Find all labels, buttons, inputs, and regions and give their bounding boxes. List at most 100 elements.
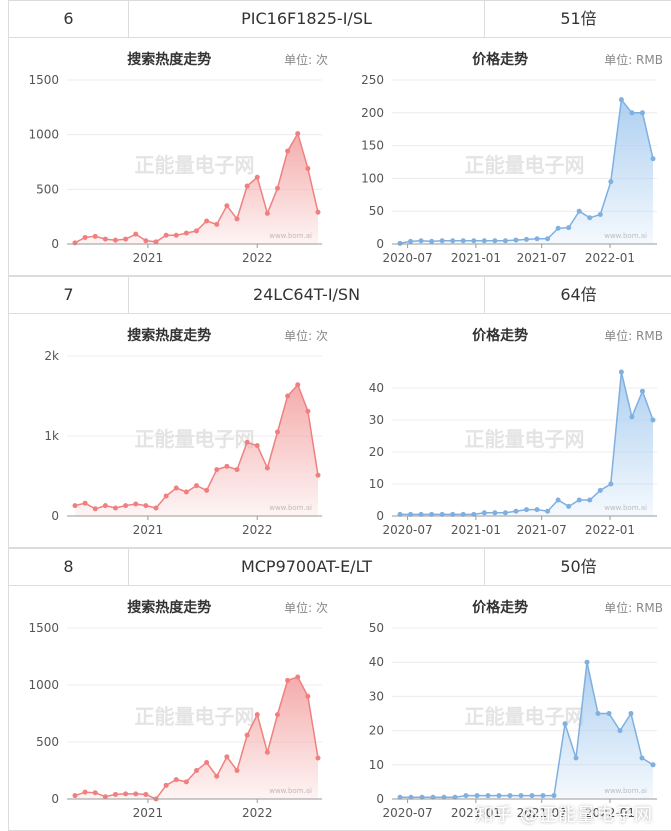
data-point [133,501,139,507]
row-index: 8 [9,549,129,585]
y-tick-label: 40 [369,655,384,669]
data-point [471,238,477,244]
data-point [545,236,551,242]
data-point [513,237,519,243]
data-point [518,793,524,799]
data-point [639,110,645,116]
watermark-text: 正能量电子网 [135,705,255,729]
price-multiple: 50倍 [560,557,597,576]
price-multiple: 51倍 [560,9,597,28]
data-point [224,463,230,469]
series-area [75,677,318,799]
y-tick-label: 1000 [28,678,59,692]
y-tick-label: 2k [44,349,59,363]
data-point [618,369,624,375]
x-tick-label: 2022 [242,806,273,820]
data-point [584,659,590,665]
x-tick-label: 2020-07 [383,251,433,265]
data-point [143,238,149,244]
chart-title: 价格走势 [472,327,528,344]
data-point [617,728,623,734]
data-point [72,240,78,246]
data-point [492,510,498,516]
data-point [587,497,593,503]
row-header: 8 MCP9700AT-E/LT 50倍 [8,548,671,586]
data-point [133,791,139,797]
data-point [587,215,593,221]
data-point [639,755,645,761]
data-point [173,777,179,783]
data-point [92,233,98,239]
data-point [566,503,572,509]
x-tick-label: 2022-01 [585,806,635,820]
data-point [460,238,466,244]
data-point [214,221,220,227]
data-point [92,506,98,512]
chart-unit: 单位: 次 [284,52,328,67]
y-tick-label: 50 [369,204,384,218]
watermark-text: 正能量电子网 [465,153,585,177]
y-tick-label: 500 [36,182,59,196]
x-tick-label: 2021-01 [451,523,501,537]
y-tick-label: 100 [361,171,384,185]
data-point [224,754,230,760]
y-tick-label: 20 [369,724,384,738]
data-point [275,429,280,435]
data-point [450,238,456,244]
row-header: 6 PIC16F1825-I/SL 51倍 [8,0,671,38]
data-point [545,508,551,514]
data-point [113,505,118,511]
y-tick-label: 10 [369,758,384,772]
data-point [597,487,603,493]
data-point [194,768,199,773]
chart-title: 价格走势 [472,599,528,616]
series-area [400,372,653,516]
watermark-text: 正能量电子网 [135,153,255,177]
y-tick-label: 500 [36,735,59,749]
x-tick-label: 2021-01 [451,806,501,820]
x-tick-label: 2022 [242,251,273,265]
data-point [650,156,656,162]
data-point [82,500,88,506]
data-point [513,508,519,514]
data-point [194,483,199,489]
y-tick-label: 1500 [28,73,59,87]
data-point [295,131,301,137]
data-point [418,238,424,244]
data-point [133,231,139,237]
data-point [534,507,540,513]
data-point [194,228,199,234]
data-point [629,414,635,420]
data-point [123,236,129,242]
chart-title: 搜索热度走势 [127,327,211,344]
data-point [102,503,108,509]
y-tick-label: 1500 [28,621,59,635]
data-point [102,794,108,800]
series-area [400,99,653,244]
y-tick-label: 0 [51,509,59,523]
data-point [285,393,291,399]
data-point [173,485,179,491]
zhihu-watermark: 知乎 @正能量电子网 [475,805,653,826]
data-point [397,240,403,246]
data-point [573,755,579,761]
data-point [244,732,250,738]
data-point [285,677,291,683]
data-point [163,782,169,788]
data-point [492,238,498,244]
x-tick-label: 2020-07 [383,523,433,537]
y-tick-label: 0 [376,237,384,251]
data-point [153,239,159,245]
chart-unit: 单位: 次 [284,328,328,343]
series-area [75,384,318,516]
data-point [481,238,487,244]
data-point [102,236,108,242]
watermark-text: 正能量电子网 [135,427,255,451]
data-point [650,762,656,768]
